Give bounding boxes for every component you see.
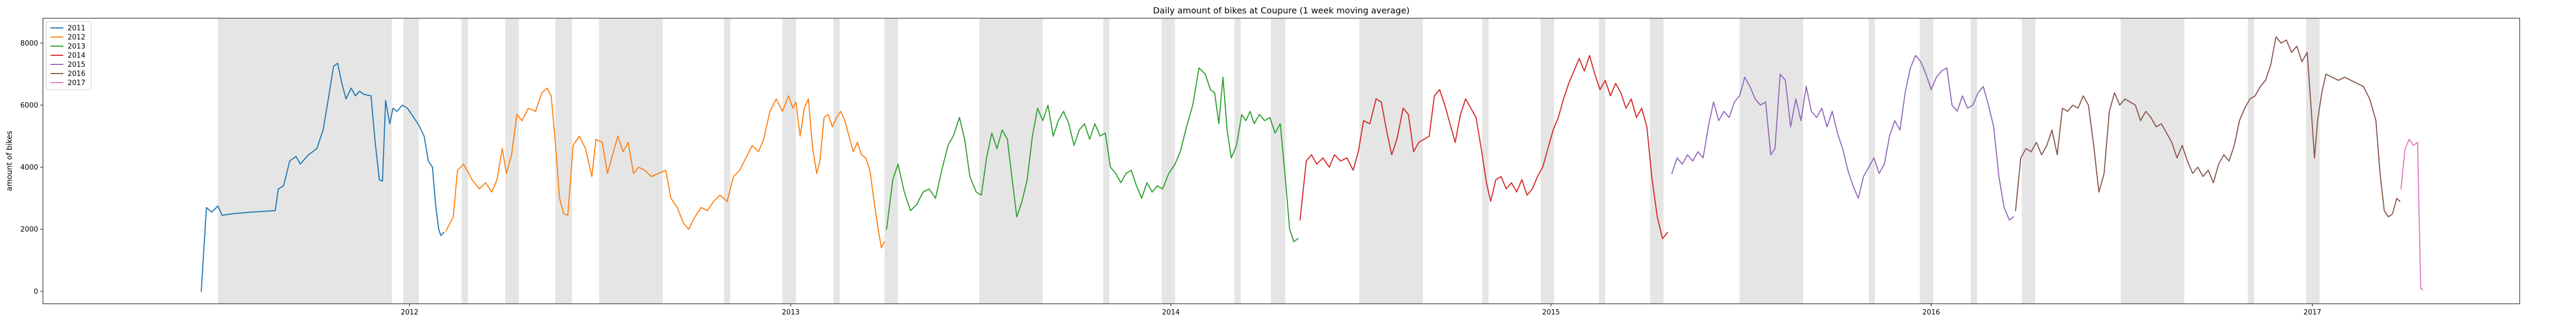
- x-tick-label-2017: 2017: [2303, 309, 2321, 317]
- shaded-period-11: [1103, 18, 1110, 304]
- y-tick-label-2000: 2000: [20, 226, 38, 234]
- y-axis: 0 2000 4000 6000 8000: [20, 40, 43, 296]
- shaded-period-10: [979, 18, 1043, 304]
- shaded-period-15: [1359, 18, 1423, 304]
- shaded-period-24: [2022, 18, 2036, 304]
- legend-label-2013: 2013: [68, 43, 85, 51]
- legend-label-2011: 2011: [68, 25, 85, 33]
- y-tick-label-4000: 4000: [20, 164, 38, 172]
- x-tick-label-2016: 2016: [1922, 309, 1940, 317]
- plot-frame: [42, 18, 2520, 304]
- series-line-2016: [2015, 36, 2401, 218]
- legend-label-2016: 2016: [68, 70, 85, 78]
- legend-box: [46, 21, 92, 90]
- shaded-period-17: [1540, 18, 1554, 304]
- shaded-period-3: [505, 18, 519, 304]
- shaded-period-1: [403, 18, 419, 304]
- series-line-2014: [1299, 55, 1668, 239]
- shaded-period-20: [1739, 18, 1803, 304]
- series-line-2015: [1671, 55, 2014, 221]
- x-tick-label-2013: 2013: [782, 309, 800, 317]
- y-axis-label: amount of bikes: [5, 131, 14, 192]
- legend-label-2014: 2014: [68, 52, 85, 60]
- shaded-period-26: [2248, 18, 2255, 304]
- legend-label-2012: 2012: [68, 34, 85, 42]
- chart-title: Daily amount of bikes at Coupure (1 week…: [1153, 5, 1409, 16]
- shaded-period-2: [462, 18, 468, 304]
- shaded-period-16: [1482, 18, 1489, 304]
- shaded-period-7: [782, 18, 796, 304]
- shaded-period-8: [833, 18, 840, 304]
- series-line-2013: [886, 67, 1299, 243]
- shaded-period-12: [1161, 18, 1175, 304]
- shaded-period-9: [884, 18, 898, 304]
- shaded-period-13: [1234, 18, 1241, 304]
- shaded-period-14: [1271, 18, 1286, 304]
- shaded-periods: [218, 18, 2320, 304]
- x-axis: 2012 2013 2014 2015 2016 2017: [401, 304, 2321, 317]
- shaded-period-6: [724, 18, 730, 304]
- legend-label-2015: 2015: [68, 61, 85, 69]
- shaded-period-19: [1650, 18, 1664, 304]
- y-tick-label-8000: 8000: [20, 40, 38, 48]
- shaded-period-23: [1971, 18, 1977, 304]
- shaded-period-22: [1920, 18, 1934, 304]
- shaded-period-25: [2120, 18, 2185, 304]
- y-tick-label-0: 0: [34, 288, 38, 296]
- x-tick-label-2015: 2015: [1542, 309, 1560, 317]
- shaded-period-4: [555, 18, 572, 304]
- shaded-period-18: [1599, 18, 1606, 304]
- shaded-period-0: [218, 18, 392, 304]
- series-line-2012: [445, 87, 885, 248]
- y-tick-label-6000: 6000: [20, 101, 38, 109]
- series-line-2011: [201, 62, 445, 292]
- series-line-2017: [2400, 138, 2424, 290]
- series-lines: [201, 36, 2424, 292]
- x-tick-label-2012: 2012: [401, 309, 419, 317]
- legend-label-2017: 2017: [68, 79, 85, 87]
- x-tick-label-2014: 2014: [1162, 309, 1180, 317]
